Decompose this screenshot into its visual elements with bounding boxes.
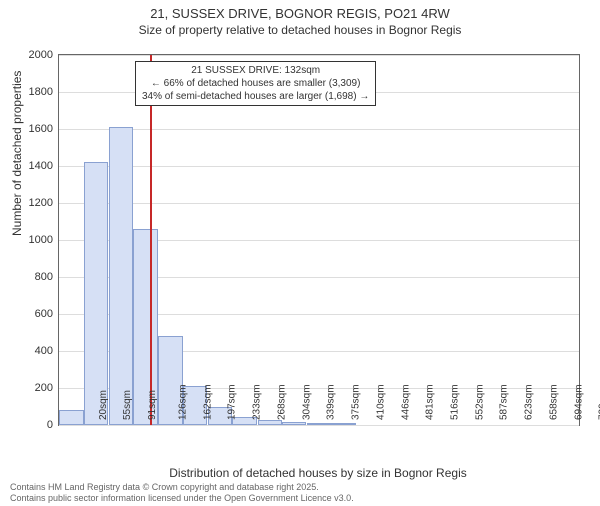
x-tick-label: 197sqm (227, 384, 238, 420)
x-tick-label: 516sqm (449, 384, 460, 420)
x-tick-label: 126sqm (177, 384, 188, 420)
x-tick-label: 339sqm (326, 384, 337, 420)
grid-line (59, 129, 579, 130)
x-tick-label: 552sqm (474, 384, 485, 420)
x-tick-label: 162sqm (202, 384, 213, 420)
chart-container: 21, SUSSEX DRIVE, BOGNOR REGIS, PO21 4RW… (0, 6, 600, 506)
y-tick-label: 600 (13, 308, 53, 320)
y-tick-label: 1600 (13, 123, 53, 135)
y-tick-label: 1200 (13, 197, 53, 209)
y-tick-label: 1400 (13, 160, 53, 172)
histogram-bar (282, 422, 306, 425)
footer: Contains HM Land Registry data © Crown c… (10, 482, 354, 504)
histogram-bar (109, 127, 133, 425)
annotation-line-3: 34% of semi-detached houses are larger (… (142, 90, 369, 103)
histogram-bar (307, 423, 331, 425)
title-line-2: Size of property relative to detached ho… (0, 23, 600, 37)
x-tick-label: 20sqm (98, 390, 109, 420)
x-tick-label: 446sqm (400, 384, 411, 420)
y-tick-label: 2000 (13, 49, 53, 61)
histogram-bar (332, 423, 356, 425)
x-tick-label: 91sqm (147, 390, 158, 420)
chart-wrap: 020040060080010001200140016001800200020s… (58, 54, 578, 424)
x-tick-label: 304sqm (301, 384, 312, 420)
y-tick-label: 1000 (13, 234, 53, 246)
footer-line-2: Contains public sector information licen… (10, 493, 354, 504)
x-tick-label: 623sqm (524, 384, 535, 420)
y-tick-label: 0 (13, 419, 53, 431)
histogram-bar (258, 420, 282, 425)
y-tick-label: 800 (13, 271, 53, 283)
plot-area: 020040060080010001200140016001800200020s… (58, 54, 580, 426)
y-tick-label: 200 (13, 382, 53, 394)
x-tick-label: 481sqm (425, 384, 436, 420)
grid-line (59, 166, 579, 167)
footer-line-1: Contains HM Land Registry data © Crown c… (10, 482, 354, 493)
grid-line (59, 55, 579, 56)
annotation-box: 21 SUSSEX DRIVE: 132sqm ← 66% of detache… (135, 61, 376, 106)
grid-line (59, 203, 579, 204)
x-tick-label: 658sqm (548, 384, 559, 420)
x-tick-label: 375sqm (351, 384, 362, 420)
y-tick-label: 1800 (13, 86, 53, 98)
title-line-1: 21, SUSSEX DRIVE, BOGNOR REGIS, PO21 4RW (0, 6, 600, 21)
x-axis-label: Distribution of detached houses by size … (58, 466, 578, 480)
histogram-bar (59, 410, 83, 425)
x-tick-label: 410sqm (375, 384, 386, 420)
x-tick-label: 694sqm (574, 384, 585, 420)
annotation-line-1: 21 SUSSEX DRIVE: 132sqm (142, 64, 369, 77)
marker-line (150, 55, 152, 425)
annotation-line-2: ← 66% of detached houses are smaller (3,… (142, 77, 369, 90)
y-tick-label: 400 (13, 345, 53, 357)
x-tick-label: 233sqm (252, 384, 263, 420)
x-tick-label: 268sqm (276, 384, 287, 420)
histogram-bar (84, 162, 108, 425)
x-tick-label: 587sqm (499, 384, 510, 420)
x-tick-label: 55sqm (122, 390, 133, 420)
grid-line (59, 425, 579, 426)
